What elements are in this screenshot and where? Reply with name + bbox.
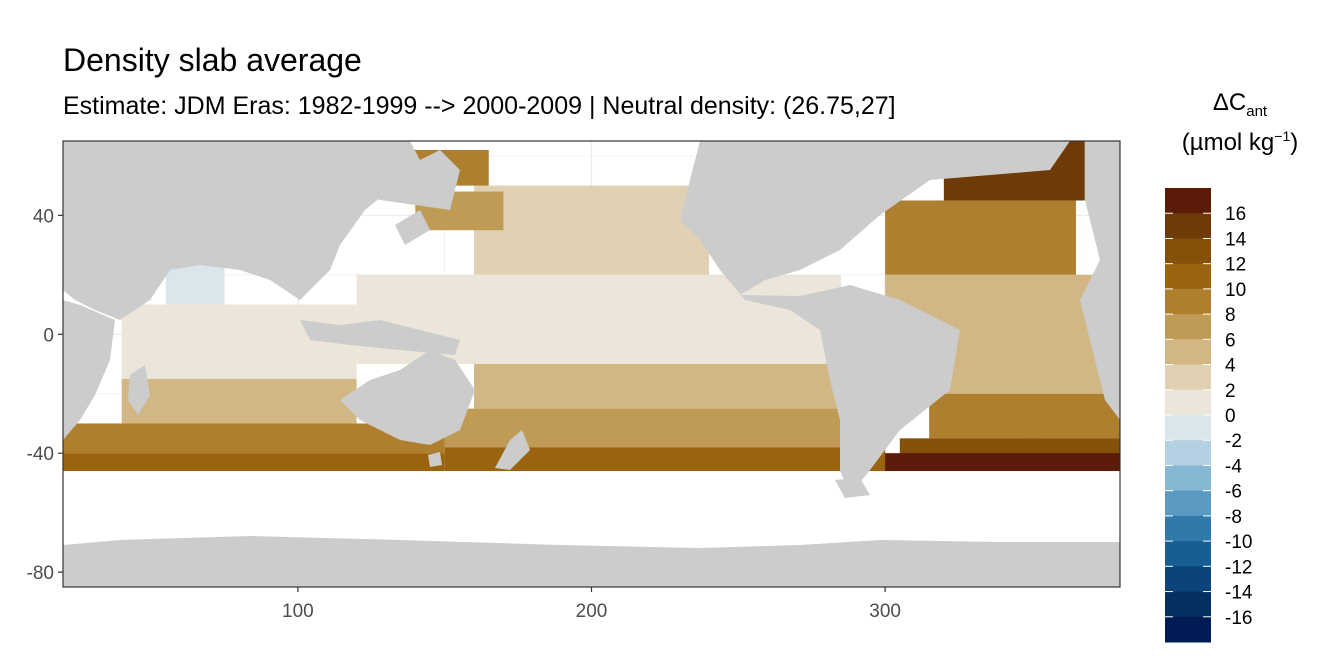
legend-swatch: [1165, 263, 1211, 290]
legend-title: ΔCant (µmol kg−1): [1160, 84, 1320, 162]
x-tick-label: 200: [576, 601, 608, 622]
legend-label: 6: [1225, 330, 1236, 351]
cell-mid-north-atlantic: [885, 200, 1076, 275]
legend-label: -10: [1225, 532, 1252, 553]
legend-unit-suffix: ): [1290, 128, 1299, 156]
cell-south-pacific-mid: [444, 408, 871, 448]
legend-swatch: [1165, 566, 1211, 593]
land-americas: [680, 141, 1070, 495]
cell-south-indian: [121, 378, 357, 424]
land-maritime-continent: [300, 320, 460, 355]
legend-swatch: [1165, 238, 1211, 265]
land-japan: [395, 210, 430, 245]
land-patagonia: [835, 478, 870, 498]
legend-label: -16: [1225, 608, 1252, 629]
land-madagascar: [128, 365, 150, 415]
heatmap-cells: [63, 141, 1120, 549]
legend-subscript: ant: [1246, 102, 1268, 120]
x-tick-label: 100: [282, 601, 314, 622]
legend-swatch: [1165, 490, 1211, 517]
legend-unit-prefix: (µmol kg: [1181, 128, 1275, 156]
legend-label: -2: [1225, 431, 1242, 452]
legend-label: -12: [1225, 557, 1252, 578]
legend-swatch: [1165, 188, 1211, 214]
legend-swatch: [1165, 415, 1211, 441]
cell-tropical-indian: [121, 304, 357, 379]
land-mask: [63, 141, 1120, 587]
legend-symbol: ΔC: [1212, 89, 1247, 116]
legend-swatch: [1165, 288, 1211, 315]
y-tick-label: 40: [33, 206, 54, 227]
land-africa-west: [63, 300, 115, 440]
legend-swatch: [1165, 389, 1211, 416]
legend-swatch: [1165, 465, 1211, 492]
legend-label: 4: [1225, 356, 1236, 377]
cell-north-pacific: [474, 185, 709, 275]
chart-title: Density slab average: [63, 42, 362, 78]
legend-unit-exponent: −1: [1274, 127, 1291, 144]
no-data-band: [63, 471, 1120, 549]
land-antarctica: [63, 536, 1120, 587]
cell-south-pacific-subtropics: [474, 364, 856, 409]
legend-swatch: [1165, 591, 1211, 618]
legend-label: -8: [1225, 507, 1242, 528]
land-asia: [63, 141, 410, 320]
legend-swatch: [1165, 364, 1211, 391]
legend-swatch: [1165, 314, 1211, 340]
legend-label: 0: [1225, 406, 1236, 427]
legend-label: -6: [1225, 482, 1242, 503]
land-tasmania: [428, 452, 442, 467]
legend: 16 14 12 10 8 6 4 2 0 -2 -4 -6 -8 -10 -12 -14 -16: [1165, 188, 1253, 643]
cell-south-atlantic: [929, 393, 1120, 439]
land-new-zealand: [495, 430, 530, 470]
legend-label: 16: [1225, 204, 1246, 225]
y-tick-label: -80: [27, 563, 54, 584]
legend-swatch: [1165, 213, 1211, 239]
y-tick-label: 0: [43, 325, 54, 346]
legend-swatch: [1165, 440, 1211, 466]
y-tick-label: -40: [27, 444, 54, 465]
legend-label: -4: [1225, 456, 1242, 477]
legend-label: 10: [1225, 280, 1246, 301]
x-tick-label: 300: [869, 601, 901, 622]
land-africa: [1080, 141, 1120, 420]
legend-label: 2: [1225, 381, 1236, 402]
chart-subtitle: Estimate: JDM Eras: 1982-1999 --> 2000-2…: [63, 92, 896, 120]
legend-swatch: [1165, 515, 1211, 542]
legend-swatch: [1165, 616, 1211, 643]
land-australia: [340, 350, 475, 445]
legend-label: -14: [1225, 583, 1253, 604]
legend-label: 12: [1225, 255, 1246, 276]
legend-label: 14: [1225, 229, 1247, 250]
legend-label: 8: [1225, 305, 1236, 326]
legend-swatch: [1165, 339, 1211, 366]
legend-swatch: [1165, 541, 1211, 567]
